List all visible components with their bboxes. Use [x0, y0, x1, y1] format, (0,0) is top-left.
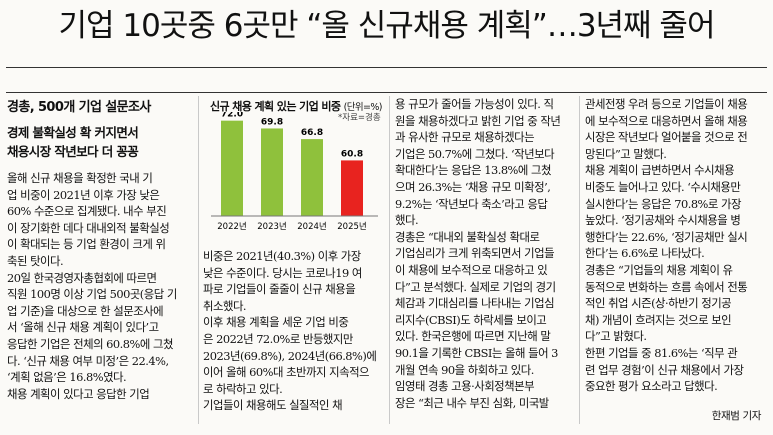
- chart-value-label: 72.0: [221, 112, 243, 120]
- article-line: 90.1을 기록한 CBSI는 올해 들어 3: [395, 345, 558, 360]
- article-line: 련 업무 경험’이 신규 채용에서 가장: [585, 362, 744, 377]
- article-line: 원을 채용하겠다고 밝힌 기업 중 작년: [395, 113, 561, 128]
- headline: 기업 10곳중 6곳만 “올 신규채용 계획”…3년째 줄어: [58, 8, 716, 44]
- article-line: 축된 탓이다.: [7, 253, 64, 268]
- article-line: 높았다. ‘정기공채와 수시채용을 병: [585, 213, 741, 228]
- article-line: 다”고 분석했다. 실제로 기업의 경기: [395, 279, 556, 294]
- article-line: 한다’는 6.6%로 나타났다.: [585, 246, 705, 261]
- article-line: 낮은 수준이다. 당시는 코로나19 여: [203, 265, 362, 280]
- article-line: 60% 수준으로 집계됐다. 내수 부진: [7, 204, 167, 219]
- chart-bar: [221, 120, 243, 216]
- article-line: 으며 26.3%는 ‘채용 규모 미확정’,: [395, 179, 551, 194]
- chart-category-label: 2025년: [337, 221, 366, 232]
- chart-bar: [341, 160, 363, 216]
- article-line: 행한다’는 22.6%, ‘정기공채만 실시: [585, 229, 748, 244]
- article-line: 업 기준)을 대상으로 한 설문조사에: [7, 303, 164, 318]
- article-line: 중요한 평가 요소라고 답했다.: [585, 379, 718, 394]
- article-line: 기업들이 채용해도 실질적인 채: [203, 398, 343, 413]
- bar-chart: 72.0 2022년 69.8 2023년 66.8 2024년 60.8 2025년: [211, 112, 378, 232]
- article-line: 채) 개념이 흐려지는 것으로 보인: [585, 312, 732, 327]
- article-line: 기업은 50.7%에 그쳤다. ‘작년보다: [395, 146, 555, 161]
- article-line: 파로 기업들이 줄줄이 신규 채용을: [203, 282, 356, 297]
- chart-value-label: 66.8: [301, 128, 323, 138]
- article-line: 임영태 경총 고용·사회정책본부: [395, 379, 535, 394]
- column-divider: [579, 96, 580, 424]
- article-line: 동적으로 변화하는 흐름 속에서 전통: [585, 279, 748, 294]
- article-line: 이 채용에 보수적으로 대응하고 있: [395, 262, 548, 277]
- article-line: 비중은 2021년(40.3%) 이후 가장: [203, 249, 361, 263]
- article-line: 응답한 기업은 전체의 60.8%에 그쳤: [7, 336, 173, 351]
- article-line: 한편 기업들 중 81.6%는 ‘직무 관: [585, 345, 738, 360]
- article-line: 확대한다’는 응답은 13.8%에 그쳤: [395, 163, 551, 178]
- chart-category-label: 2022년: [217, 221, 246, 232]
- article-line: 채용 계획이 급변하면서 수시채용: [585, 163, 735, 178]
- chart-value-label: 69.8: [261, 117, 283, 127]
- article-line: 과 유사한 규모로 채용하겠다는: [395, 130, 535, 145]
- chart-title: 신규 채용 계획 있는 기업 비중 (단위=%): [210, 100, 383, 113]
- article-line: 다. ‘신규 채용 여부 미정’은 22.4%,: [7, 353, 169, 368]
- article-line: 관세전쟁 우려 등으로 기업들이 채용: [585, 97, 748, 111]
- column-divider: [389, 96, 390, 424]
- article-line: 시장은 작년보다 얼어붙을 것으로 전: [585, 130, 748, 145]
- article-line: 있다. 한국은행에 따르면 지난해 말: [395, 329, 551, 344]
- chart-category-label: 2024년: [297, 221, 326, 232]
- byline: 한재범 기자: [711, 410, 762, 422]
- article-line: 은 2022년 72.0%로 반등했지만: [203, 331, 353, 346]
- article-line: 2023년(69.8%), 2024년(66.8%)에: [203, 348, 377, 363]
- article-line: 경총은 “대내외 불확실성 확대로: [395, 229, 540, 244]
- column-divider: [198, 96, 199, 424]
- article-line: 실시한다’는 응답은 70.8%로 가장: [585, 196, 741, 211]
- chart-value-label: 60.8: [341, 149, 363, 159]
- article-line: 이 확대되는 등 기업 환경이 크게 위: [7, 237, 166, 252]
- article-line: 기업심리가 크게 위축되면서 기업들: [395, 246, 555, 261]
- article-line: 개월 연속 90을 하회하고 있다.: [395, 362, 534, 377]
- article-line: 20일 한국경영자총협회에 따르면: [7, 270, 157, 285]
- article-line: 장은 “최근 내수 부진 심화, 미국발: [395, 395, 549, 410]
- article-line: 다”고 밝혔다.: [585, 329, 647, 344]
- subhead-2: 채용시장 작년보다 더 꽁꽁: [7, 144, 139, 159]
- chart-bar: [261, 128, 283, 216]
- chart-source: *자료=경총: [338, 113, 381, 123]
- article-line: 이후 채용 계획을 세운 기업 비중: [203, 315, 349, 330]
- article-line: 경총은 “기업들의 채용 계획이 유: [585, 262, 733, 277]
- chart-bar: [301, 139, 323, 216]
- article-line: 체감과 기대심리를 나타내는 기업심: [395, 296, 555, 311]
- column-top-rule: [6, 92, 767, 93]
- chart-category-label: 2023년: [257, 221, 286, 232]
- article-line: 에 보수적으로 대응하면서 올해 채용: [585, 113, 748, 128]
- article-line: 업 비중이 2021년 이후 가장 낮은: [7, 187, 160, 202]
- article-line: 채용 계획이 있다고 응답한 기업: [7, 386, 150, 401]
- article-line: 이어 올해 60%대 초반까지 지속적으: [203, 365, 370, 380]
- article-line: 적인 취업 시즌(상·하반기 정기공: [585, 296, 732, 311]
- article-line: 올해 신규 채용을 확정한 국내 기: [7, 171, 153, 185]
- article-line: ‘계획 없음’은 16.8%였다.: [7, 370, 127, 385]
- article-line: 리지수(CBSI)도 하락세를 보이고: [395, 312, 547, 327]
- headline-rule: [6, 67, 767, 68]
- subhead-1: 경제 불확실성 확 커지면서: [7, 125, 139, 140]
- article-line: 용 규모가 줄어들 가능성이 있다. 직: [395, 97, 554, 111]
- article-line: 비중도 늘어나고 있다. ‘수시채용만: [585, 179, 741, 194]
- kicker: 경총, 500개 기업 설문조사: [7, 100, 151, 115]
- article-line: 취소했다.: [203, 298, 247, 313]
- article-line: 9.2%는 ‘작년보다 축소’라고 응답: [395, 196, 548, 211]
- article-line: 했다.: [395, 213, 419, 228]
- article-line: 이 장기화한 데다 대내외적 불확실성: [7, 220, 170, 235]
- article-line: 망된다”고 말했다.: [585, 146, 667, 161]
- article-line: 로 하락하고 있다.: [203, 381, 283, 396]
- article-line: 직원 100명 이상 기업 500곳(응답 기: [7, 287, 177, 302]
- article-line: 서 ‘올해 신규 채용 계획이 있다’고: [7, 320, 159, 335]
